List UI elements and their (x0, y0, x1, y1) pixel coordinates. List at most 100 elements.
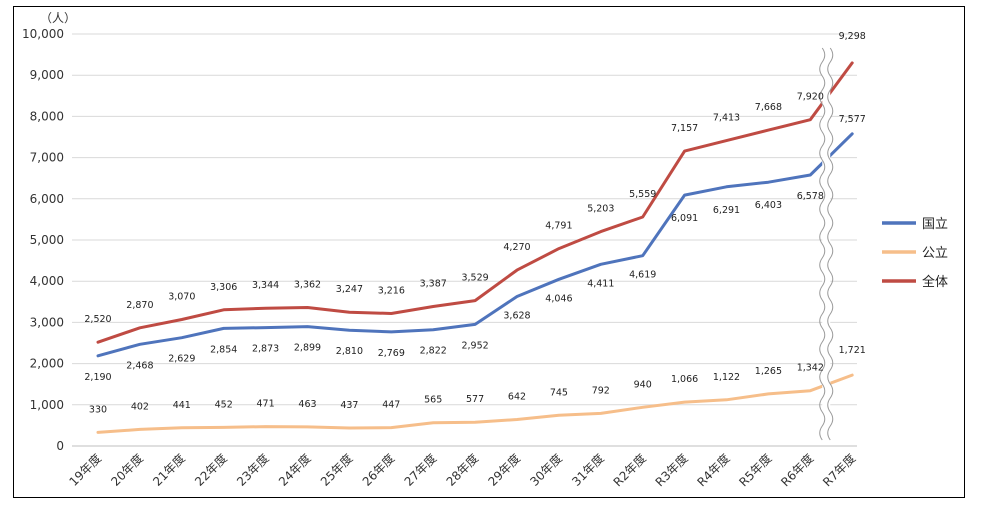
chart-frame (13, 6, 965, 498)
data-label: 2,873 (252, 344, 279, 355)
axis-break-right-wave (827, 47, 834, 441)
data-label: 4,411 (587, 278, 614, 289)
y-tick-label: 2,000 (30, 357, 64, 371)
data-label: 792 (592, 385, 610, 396)
x-tick-label: 31年度 (569, 451, 607, 489)
data-label: 7,413 (713, 113, 740, 124)
x-tick-label: 26年度 (359, 451, 397, 489)
data-labels: 2,520 2,190 330 2,870 2,468 402 3,070 2,629 441 3… (84, 31, 865, 415)
x-tick-label: 29年度 (485, 451, 523, 489)
data-label: 402 (131, 401, 149, 412)
data-label: 447 (382, 400, 400, 411)
x-tick-label: R2年度 (610, 451, 649, 490)
x-tick-label: R4年度 (694, 451, 733, 490)
data-label: 7,920 (797, 92, 824, 103)
data-label: 6,403 (755, 200, 782, 211)
x-tick-label: 23年度 (233, 451, 271, 489)
x-tick-label: 28年度 (443, 451, 481, 489)
series-line-全体 (96, 61, 854, 344)
axis-break (819, 47, 834, 441)
series-line-国立 (96, 132, 854, 358)
data-label: 3,247 (336, 284, 363, 295)
legend-label: 公立 (922, 246, 948, 261)
x-tick-label: 21年度 (150, 451, 188, 489)
data-label: 3,216 (378, 286, 405, 297)
data-label: 3,387 (420, 278, 447, 289)
data-label: 2,899 (294, 343, 321, 354)
data-label: 7,577 (839, 114, 866, 125)
data-label: 1,342 (797, 363, 824, 374)
data-label: 4,270 (503, 242, 530, 253)
y-tick-label: 8,000 (30, 109, 64, 123)
data-label: 3,529 (461, 273, 488, 284)
y-axis-ticks: 0 1,000 2,000 3,000 4,000 5,000 6,000 7,000 8,00… (22, 27, 64, 453)
x-tick-label: R3年度 (652, 451, 691, 490)
data-label: 7,157 (671, 123, 698, 134)
y-tick-label: 3,000 (30, 315, 64, 329)
data-label: 3,306 (210, 282, 237, 293)
data-label: 4,046 (545, 293, 572, 304)
legend-label: 全体 (922, 274, 948, 290)
data-label: 6,291 (713, 205, 740, 216)
data-label: 642 (508, 392, 526, 403)
x-tick-label: 30年度 (527, 451, 565, 489)
y-tick-label: 5,000 (30, 233, 64, 247)
y-tick-label: 10,000 (22, 27, 64, 41)
data-label: 5,559 (629, 189, 656, 200)
data-label: 471 (257, 399, 275, 410)
data-label: 463 (298, 399, 316, 410)
data-label: 940 (634, 379, 652, 390)
x-tick-label: R5年度 (736, 451, 775, 490)
axis-break-left-wave (819, 47, 826, 441)
x-tick-label: 20年度 (108, 451, 146, 489)
data-label: 6,578 (797, 191, 824, 202)
data-label: 5,203 (587, 204, 614, 215)
gridlines (72, 33, 857, 447)
x-tick-label: R7年度 (819, 451, 858, 490)
data-label: 437 (340, 400, 358, 411)
x-tick-label: 24年度 (275, 451, 313, 489)
y-tick-label: 7,000 (30, 151, 64, 165)
x-tick-label: 25年度 (317, 451, 355, 489)
data-label: 3,628 (503, 311, 530, 322)
data-label: 2,190 (84, 372, 111, 383)
y-tick-label: 1,000 (30, 398, 64, 412)
x-axis-ticks: 19年度 20年度 21年度 22年度 23年度 24年度 25年度 26年度 27年度 28年度… (66, 451, 859, 490)
data-label: 1,122 (713, 372, 740, 383)
x-tick-label: R6年度 (778, 451, 817, 490)
y-tick-label: 6,000 (30, 192, 64, 206)
data-label: 330 (89, 404, 107, 415)
data-label: 6,091 (671, 213, 698, 224)
y-axis-unit-label: （人） (40, 11, 76, 25)
data-label: 3,070 (168, 292, 195, 303)
y-tick-label: 4,000 (30, 274, 64, 288)
x-tick-label: 22年度 (191, 451, 229, 489)
data-label: 2,810 (336, 346, 363, 357)
data-label: 2,822 (420, 346, 447, 357)
data-label: 3,362 (294, 279, 321, 290)
series-lines (96, 61, 854, 434)
data-label: 452 (215, 399, 233, 410)
data-label: 9,298 (839, 31, 866, 42)
data-label: 565 (424, 395, 442, 406)
legend-label: 国立 (922, 217, 948, 232)
data-label: 577 (466, 394, 484, 405)
data-label: 2,520 (84, 314, 111, 325)
data-label: 2,854 (210, 344, 237, 355)
y-tick-label: 0 (56, 439, 64, 453)
data-label: 7,668 (755, 102, 782, 113)
data-label: 2,468 (126, 360, 153, 371)
x-tick-label: 27年度 (401, 451, 439, 489)
data-label: 1,265 (755, 366, 782, 377)
y-tick-label: 9,000 (30, 68, 64, 82)
data-label: 745 (550, 387, 568, 398)
data-label: 441 (173, 400, 191, 411)
data-label: 1,721 (839, 345, 866, 356)
series-line-公立 (96, 373, 854, 434)
x-tick-label: 19年度 (66, 451, 104, 489)
data-label: 3,344 (252, 280, 279, 291)
data-label: 2,629 (168, 354, 195, 365)
data-label: 2,769 (378, 348, 405, 359)
